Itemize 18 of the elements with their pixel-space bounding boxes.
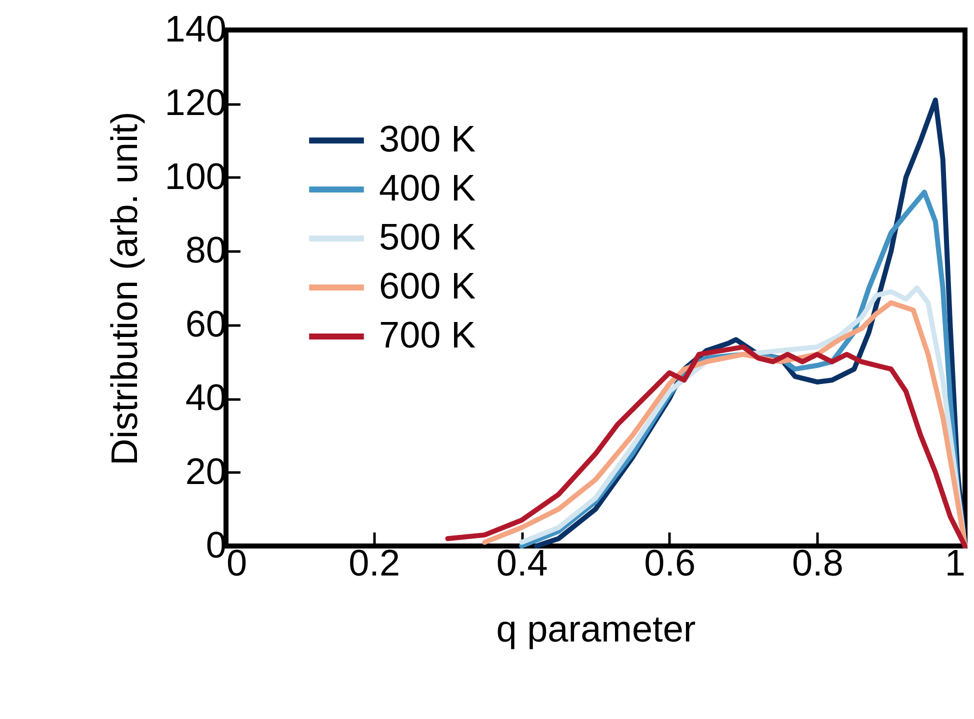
- x-tick-label: 1: [944, 542, 966, 584]
- y-tick-label: 80: [185, 230, 226, 271]
- y-tick-label: 40: [185, 377, 226, 418]
- x-tick-label: 0.2: [348, 542, 400, 584]
- y-tick-label: 120: [164, 82, 226, 124]
- legend-label: 400 K: [379, 168, 476, 208]
- legend-label: 600 K: [379, 266, 476, 306]
- x-tick-label: 0.4: [496, 542, 548, 584]
- legend-label: 700 K: [379, 314, 476, 356]
- y-tick-label: 60: [185, 303, 226, 344]
- y-tick-label: 140: [164, 8, 226, 50]
- x-tick-label: 0.6: [644, 542, 696, 584]
- y-tick-label: 100: [164, 156, 226, 197]
- legend-label: 300 K: [379, 118, 476, 160]
- x-axis-title: q parameter: [496, 608, 696, 650]
- legend-label: 500 K: [379, 216, 476, 258]
- x-tick-label: 0.8: [792, 542, 844, 584]
- y-axis-title: Distribution (arb. unit): [104, 112, 145, 466]
